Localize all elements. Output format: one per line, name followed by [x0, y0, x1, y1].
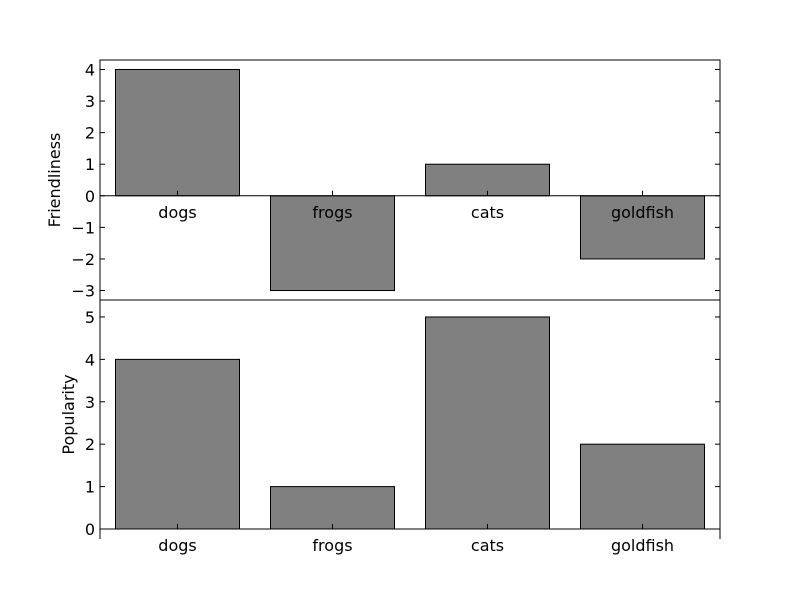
y-axis-label: Friendliness	[45, 133, 64, 228]
y-tick-label: 3	[85, 393, 95, 412]
y-tick-label: 5	[85, 308, 95, 327]
y-tick-label: 4	[85, 350, 95, 369]
y-tick-label: 2	[85, 124, 95, 143]
y-tick-label: 1	[85, 478, 95, 497]
x-tick-label: dogs	[158, 203, 196, 222]
x-tick-label: cats	[471, 536, 504, 555]
y-tick-label: 1	[85, 155, 95, 174]
y-tick-label: −1	[71, 218, 95, 237]
x-tick-label: dogs	[158, 536, 196, 555]
axes-frame	[99, 299, 721, 530]
bar-dogs	[115, 358, 240, 530]
bar-cats	[425, 163, 550, 197]
x-tick-label: goldfish	[611, 536, 674, 555]
y-tick-label: 4	[85, 60, 95, 79]
y-tick-label: 2	[85, 435, 95, 454]
x-tick-label: frogs	[312, 203, 352, 222]
y-tick-label: 3	[85, 92, 95, 111]
bar-frogs	[270, 486, 395, 530]
bar-cats	[425, 316, 550, 530]
popularity-panel: 0 1 2 3 4 5 dogs frogs cats goldfish Popularity	[59, 299, 721, 555]
y-axis-label: Popularity	[59, 374, 78, 454]
y-tick-label: 0	[85, 187, 95, 206]
y-tick-label: 0	[85, 520, 95, 539]
x-tick-label: goldfish	[611, 203, 674, 222]
y-tick-label: −3	[71, 282, 95, 301]
bar-dogs	[115, 68, 240, 197]
friendliness-panel: −3 −2 −1 0 1 2 3 4 dogs frogs cats goldfish Friendli…	[45, 59, 721, 301]
bar-frogs	[270, 195, 395, 292]
x-tick-label: frogs	[312, 536, 352, 555]
bar-goldfish	[580, 443, 705, 530]
x-tick-label: cats	[471, 203, 504, 222]
y-tick-label: −2	[71, 250, 95, 269]
